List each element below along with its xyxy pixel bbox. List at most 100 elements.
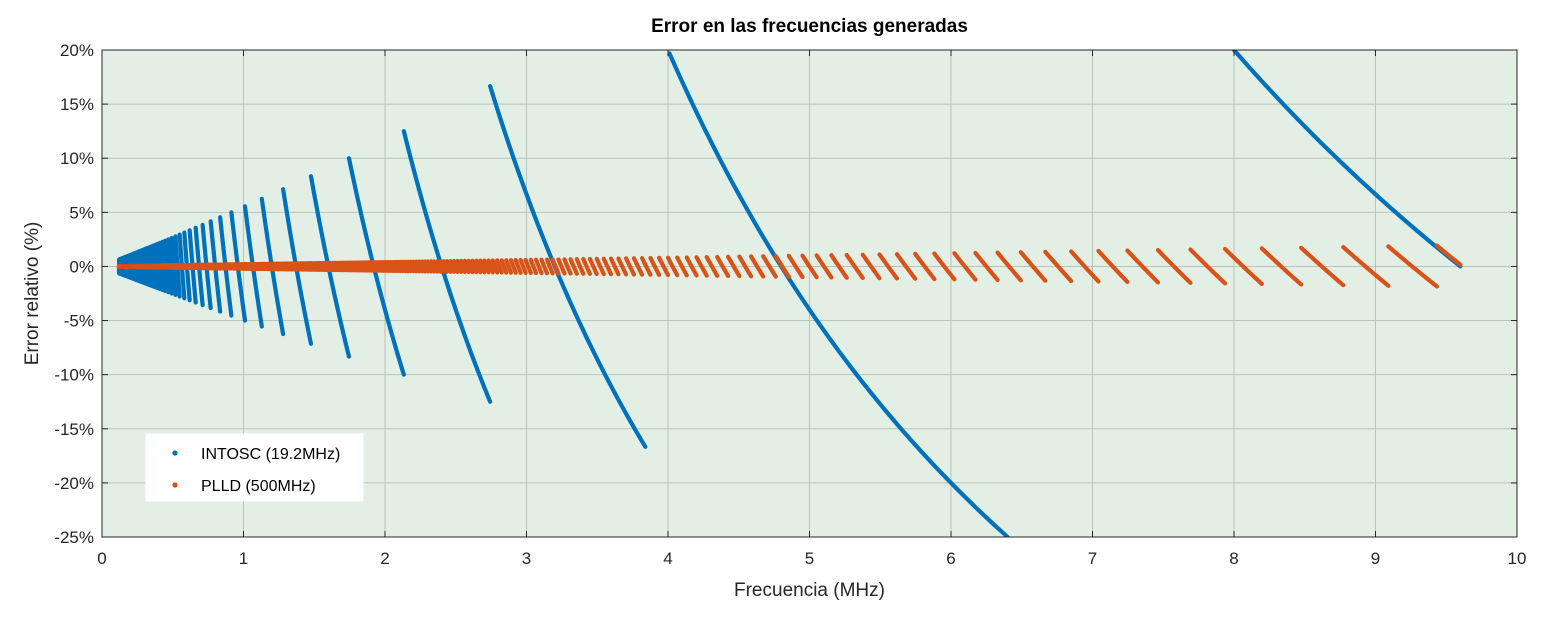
- plld-segment: [1222, 246, 1264, 286]
- plld-segment: [528, 257, 539, 276]
- axis-ticks: 0 1 2 3 4 5 6 7 8 9 10 20% 15% 10% 5% 0% -5% -10% -15% -20%…: [54, 41, 1526, 568]
- plld-segment: [737, 254, 754, 279]
- plld-segment: [1386, 244, 1440, 289]
- plld-segment: [451, 258, 460, 274]
- y-tick-label: 5%: [69, 203, 94, 222]
- plld-segment: [391, 259, 398, 274]
- y-tick-label: 15%: [60, 95, 94, 114]
- plld-segment: [1069, 249, 1101, 284]
- plld-segment: [381, 260, 389, 273]
- plld-segment: [587, 256, 599, 277]
- plld-segment: [1155, 247, 1193, 285]
- plld-segment: [499, 258, 509, 275]
- x-tick-label: 3: [522, 549, 531, 568]
- plld-segment: [877, 252, 900, 281]
- plld-segment: [508, 258, 518, 275]
- plld-segment: [623, 256, 637, 277]
- plld-segment: [395, 259, 403, 274]
- intosc-segment: [281, 187, 314, 346]
- plld-segment: [388, 259, 396, 273]
- x-tick-label: 8: [1229, 549, 1238, 568]
- plld-segment: [800, 253, 819, 280]
- plld-segment: [726, 254, 742, 279]
- intosc-segment: [401, 129, 493, 404]
- plld-segment: [435, 259, 443, 274]
- plld-segment: [445, 259, 453, 274]
- x-tick-label: 2: [380, 549, 389, 568]
- plld-segment: [406, 259, 414, 274]
- legend-entry-intosc: INTOSC (19.2MHz): [201, 446, 340, 463]
- plld-segment: [539, 257, 550, 276]
- plld-segment: [544, 257, 555, 276]
- plld-segment: [459, 258, 467, 275]
- y-tick-label: -20%: [54, 474, 94, 493]
- intosc-segment: [308, 174, 352, 359]
- intosc-segment: [1231, 50, 1463, 269]
- legend: INTOSC (19.2MHz) PLLD (500MHz): [145, 433, 364, 502]
- plld-segment: [1125, 248, 1161, 285]
- plld-segment: [1096, 248, 1130, 284]
- plld-segment: [1434, 243, 1463, 267]
- plld-segment: [462, 258, 471, 275]
- legend-box: [145, 433, 364, 502]
- plld-segment: [414, 259, 422, 274]
- plld-segment: [675, 255, 689, 278]
- intosc-segment: [488, 83, 648, 449]
- plld-segment: [829, 253, 849, 280]
- x-tick-label: 1: [239, 549, 248, 568]
- plld-segment: [860, 252, 882, 281]
- plld-segment: [648, 255, 662, 277]
- plld-segment: [932, 251, 957, 282]
- x-tick-label: 10: [1508, 549, 1527, 568]
- plld-segment: [684, 255, 699, 278]
- plld-segment: [581, 256, 593, 276]
- plld-segment: [486, 258, 495, 275]
- plld-segment: [616, 256, 629, 277]
- plld-segment: [411, 259, 419, 274]
- plld-segment: [384, 259, 391, 273]
- plld-segment: [562, 257, 573, 276]
- plld-segment: [470, 258, 479, 275]
- plld-segment: [631, 256, 645, 277]
- plld-segment: [441, 259, 450, 274]
- y-tick-label: -25%: [54, 528, 94, 547]
- y-tick-label: 0%: [69, 257, 94, 276]
- plld-segment: [550, 257, 561, 276]
- plld-segment: [694, 255, 709, 278]
- legend-entry-plld: PLLD (500MHz): [201, 478, 316, 495]
- plld-segment: [438, 259, 446, 274]
- plld-segment: [1043, 249, 1074, 284]
- plld-segment: [608, 256, 621, 277]
- plld-segment: [466, 258, 475, 275]
- plld-segment: [1188, 247, 1228, 286]
- plld-segment: [422, 259, 431, 274]
- plld-segment: [393, 259, 401, 274]
- plld-segment: [425, 259, 434, 274]
- x-tick-label: 6: [946, 549, 955, 568]
- plld-segment: [556, 257, 567, 276]
- plld-segment: [478, 258, 487, 275]
- y-tick-label: -15%: [54, 420, 94, 439]
- plld-segment: [574, 257, 586, 276]
- plld-segment: [513, 257, 523, 275]
- y-tick-label: 20%: [60, 41, 94, 60]
- plld-segment: [601, 256, 614, 277]
- plld-segment: [844, 252, 865, 281]
- plld-segment: [400, 259, 408, 274]
- intosc-segment: [346, 156, 406, 377]
- plld-segment: [973, 250, 1000, 283]
- plld-segment: [594, 256, 606, 277]
- plld-segment: [704, 255, 720, 278]
- plld-segment: [428, 259, 437, 274]
- plld-segment: [504, 258, 514, 275]
- y-tick-label: -5%: [64, 312, 94, 331]
- plld-segment: [1259, 246, 1304, 287]
- plld-segment: [417, 259, 425, 274]
- series-plld: [116, 243, 1463, 289]
- plld-segment: [1341, 245, 1391, 288]
- plld-segment: [386, 259, 393, 273]
- x-axis-label: Frecuencia (MHz): [734, 580, 885, 601]
- plld-segment: [408, 259, 416, 274]
- chart-title: Error en las frecuencias generadas: [651, 16, 968, 37]
- plld-segment: [1018, 250, 1048, 283]
